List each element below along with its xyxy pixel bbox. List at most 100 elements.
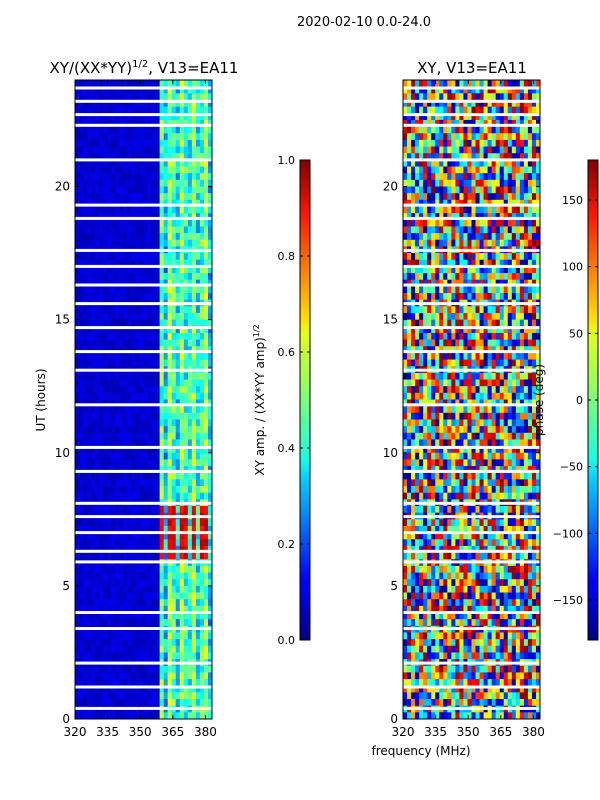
heatmap-cell xyxy=(199,133,205,141)
heatmap-cell xyxy=(471,193,476,201)
heatmap-cell xyxy=(111,372,116,380)
heatmap-cell xyxy=(119,186,124,194)
heatmap-cell xyxy=(131,565,136,573)
heatmap-cell xyxy=(207,552,213,560)
heatmap-cell xyxy=(419,293,424,301)
heatmap-cell xyxy=(407,153,412,161)
heatmap-cell xyxy=(87,173,92,181)
heatmap-cell xyxy=(203,106,209,114)
heatmap-cell xyxy=(523,186,529,194)
heatmap-cell xyxy=(207,306,213,314)
heatmap-cell xyxy=(127,519,132,527)
heatmap-cell xyxy=(131,632,136,640)
heatmap-cell xyxy=(131,506,136,514)
heatmap-cell xyxy=(75,80,80,88)
heatmap-cell xyxy=(455,332,460,340)
heatmap-cell xyxy=(431,153,436,161)
heatmap-cell xyxy=(455,86,460,94)
heatmap-cell xyxy=(455,193,460,201)
heatmap-cell xyxy=(163,612,169,620)
heatmap-cell xyxy=(427,139,432,147)
heatmap-cell xyxy=(79,306,84,314)
heatmap-cell xyxy=(131,259,136,267)
heatmap-cell xyxy=(143,199,148,207)
heatmap-cell xyxy=(499,293,505,301)
heatmap-cell xyxy=(199,199,205,207)
heatmap-cell xyxy=(499,159,505,167)
heatmap-cell xyxy=(91,119,96,127)
heatmap-cell xyxy=(155,326,161,334)
heatmap-cell xyxy=(203,679,209,687)
heatmap-cell xyxy=(159,392,165,400)
heatmap-cell xyxy=(187,133,193,141)
heatmap-cell xyxy=(467,392,472,400)
panel-phase-title: XY, V13=EA11 xyxy=(417,59,527,77)
heatmap-cell xyxy=(103,359,108,367)
heatmap-cell xyxy=(179,319,185,327)
heatmap-cell xyxy=(407,386,412,394)
heatmap-cell xyxy=(183,126,189,134)
heatmap-cell xyxy=(99,552,104,560)
heatmap-cell xyxy=(119,166,124,174)
heatmap-cell xyxy=(111,319,116,327)
heatmap-cell xyxy=(123,139,128,147)
heatmap-cell xyxy=(143,259,148,267)
heatmap-cell xyxy=(179,312,185,321)
heatmap-cell xyxy=(107,253,112,261)
heatmap-cell xyxy=(195,419,201,427)
heatmap-cell xyxy=(515,153,521,161)
heatmap-cell xyxy=(483,386,489,394)
heatmap-cell xyxy=(123,579,128,587)
heatmap-cell xyxy=(171,466,177,474)
heatmap-cell xyxy=(187,239,193,247)
heatmap-cell xyxy=(479,199,484,207)
heatmap-cell xyxy=(443,80,448,88)
heatmap-cell xyxy=(511,213,517,221)
heatmap-cell xyxy=(195,665,201,673)
heatmap-cell xyxy=(143,106,148,114)
heatmap-cell xyxy=(91,179,96,187)
heatmap-cell xyxy=(103,226,108,234)
heatmap-cell xyxy=(515,99,521,108)
heatmap-cell xyxy=(155,359,161,367)
heatmap-cell xyxy=(79,619,84,627)
heatmap-cell xyxy=(499,146,505,154)
heatmap-cell xyxy=(479,80,484,88)
heatmap-cell xyxy=(427,286,432,294)
heatmap-cell xyxy=(87,253,92,261)
heatmap-cell xyxy=(519,226,525,234)
heatmap-cell xyxy=(519,179,525,187)
heatmap-cell xyxy=(423,239,428,247)
heatmap-cell xyxy=(507,273,513,281)
heatmap-cell xyxy=(115,339,120,347)
heatmap-cell xyxy=(91,466,96,474)
heatmap-cell xyxy=(99,219,104,227)
heatmap-cell xyxy=(511,386,517,394)
heatmap-cell xyxy=(119,206,124,214)
heatmap-cell xyxy=(187,173,193,181)
heatmap-cell xyxy=(443,179,448,187)
heatmap-cell xyxy=(123,565,128,573)
heatmap-cell xyxy=(151,352,156,360)
heatmap-cell xyxy=(467,226,472,234)
heatmap-cell xyxy=(479,339,484,347)
heatmap-cell xyxy=(123,293,128,301)
heatmap-cell xyxy=(451,179,456,187)
heatmap-cell xyxy=(99,113,104,121)
heatmap-cell xyxy=(79,672,84,680)
heatmap-cell xyxy=(99,692,104,700)
heatmap-cell xyxy=(155,166,161,174)
heatmap-cell xyxy=(451,392,456,400)
heatmap-cell xyxy=(423,106,428,114)
heatmap-cell xyxy=(427,319,432,327)
heatmap-cell xyxy=(99,186,104,194)
heatmap-cell xyxy=(155,439,161,447)
heatmap-cell xyxy=(167,266,173,274)
heatmap-cell xyxy=(87,279,92,287)
heatmap-cell xyxy=(99,332,104,340)
heatmap-cell xyxy=(123,459,128,467)
heatmap-cell xyxy=(403,199,408,207)
heatmap-cell xyxy=(467,359,472,367)
heatmap-cell xyxy=(135,139,140,147)
heatmap-cell xyxy=(159,692,165,700)
